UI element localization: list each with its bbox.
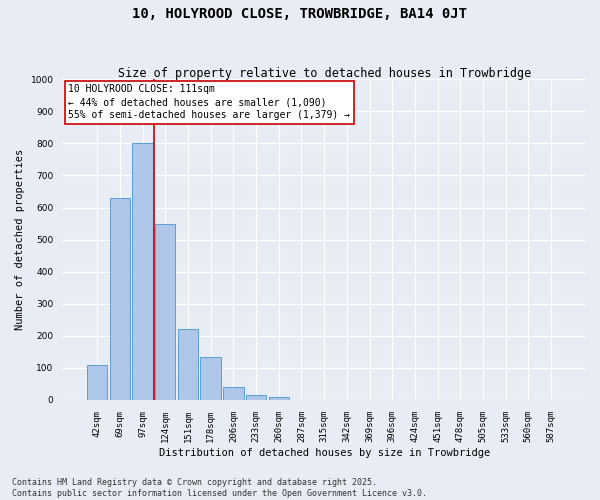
Bar: [246, 395, 266, 400]
Bar: [178, 330, 198, 400]
Text: 10, HOLYROOD CLOSE, TROWBRIDGE, BA14 0JT: 10, HOLYROOD CLOSE, TROWBRIDGE, BA14 0JT: [133, 8, 467, 22]
Bar: [223, 387, 244, 400]
Bar: [87, 364, 107, 400]
X-axis label: Distribution of detached houses by size in Trowbridge: Distribution of detached houses by size …: [158, 448, 490, 458]
Bar: [155, 224, 175, 400]
Bar: [200, 356, 221, 400]
Y-axis label: Number of detached properties: Number of detached properties: [15, 149, 25, 330]
Text: Contains HM Land Registry data © Crown copyright and database right 2025.
Contai: Contains HM Land Registry data © Crown c…: [12, 478, 427, 498]
Bar: [110, 198, 130, 400]
Bar: [269, 397, 289, 400]
Title: Size of property relative to detached houses in Trowbridge: Size of property relative to detached ho…: [118, 66, 531, 80]
Bar: [133, 144, 153, 400]
Text: 10 HOLYROOD CLOSE: 111sqm
← 44% of detached houses are smaller (1,090)
55% of se: 10 HOLYROOD CLOSE: 111sqm ← 44% of detac…: [68, 84, 350, 120]
